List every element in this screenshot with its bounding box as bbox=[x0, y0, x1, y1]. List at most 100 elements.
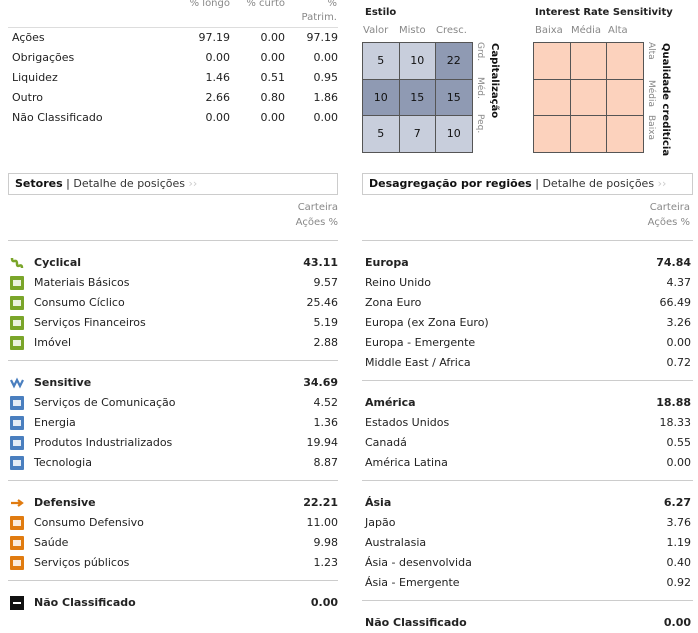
sector-group-row: Cyclical 43.11 bbox=[10, 253, 338, 273]
region-name: Japão bbox=[365, 516, 396, 529]
style-cell: 15 bbox=[435, 78, 473, 116]
region-row: Canadá 0.55 bbox=[365, 433, 691, 453]
regions-col-header-2: Ações % bbox=[647, 217, 690, 228]
region-value: 4.37 bbox=[666, 276, 692, 289]
consumer-cyclical-icon bbox=[10, 296, 24, 310]
region-group-name: Europa bbox=[365, 256, 409, 269]
sector-value: 2.88 bbox=[313, 336, 339, 349]
style-cell: 7 bbox=[398, 115, 436, 153]
region-name: Ásia - desenvolvida bbox=[365, 556, 472, 569]
region-name: Australasia bbox=[365, 536, 427, 549]
row-short: 0.80 bbox=[260, 91, 286, 104]
sector-name: Consumo Cíclico bbox=[34, 296, 125, 309]
region-divider bbox=[362, 480, 693, 481]
region-value: 3.26 bbox=[666, 316, 692, 329]
style-cell: 5 bbox=[362, 42, 400, 80]
style-col-blend: Misto bbox=[399, 25, 426, 36]
sector-value: 4.52 bbox=[313, 396, 339, 409]
sector-row: Tecnologia 8.87 bbox=[10, 453, 338, 473]
region-divider bbox=[362, 600, 693, 601]
region-row: Zona Euro 66.49 bbox=[365, 293, 691, 313]
style-row-small: Peq. bbox=[475, 114, 485, 134]
tab-sectors[interactable]: Setores bbox=[15, 177, 63, 190]
rate-col-high: Alta bbox=[608, 25, 628, 36]
rate-cell bbox=[606, 78, 644, 116]
row-long: 0.00 bbox=[205, 111, 231, 124]
sector-value: 5.19 bbox=[313, 316, 339, 329]
style-cell: 10 bbox=[398, 42, 436, 80]
region-value: 0.72 bbox=[666, 356, 692, 369]
region-row: Europa (ex Zona Euro) 3.26 bbox=[365, 313, 691, 333]
regions-col-header-1: Carteira bbox=[649, 202, 690, 213]
row-short: 0.51 bbox=[260, 71, 286, 84]
table-row: Ações 97.19 0.00 97.19 bbox=[12, 28, 338, 48]
sector-value: 1.36 bbox=[313, 416, 339, 429]
region-group-value: 74.84 bbox=[656, 256, 691, 269]
sector-value: 19.94 bbox=[306, 436, 339, 449]
sector-divider bbox=[8, 480, 338, 481]
sector-row: Consumo Cíclico 25.46 bbox=[10, 293, 338, 313]
row-label: Obrigações bbox=[12, 51, 75, 64]
row-short: 0.00 bbox=[260, 111, 286, 124]
sector-unclassified-value: 0.00 bbox=[310, 596, 338, 609]
region-name: Ásia - Emergente bbox=[365, 576, 460, 589]
region-row: Middle East / Africa 0.72 bbox=[365, 353, 691, 373]
style-row-mid: Méd. bbox=[475, 77, 485, 99]
tab-holdings-detail[interactable]: Detalhe de posições bbox=[73, 177, 185, 190]
style-box-title: Estilo bbox=[365, 7, 397, 18]
table-row: Liquidez 1.46 0.51 0.95 bbox=[12, 68, 338, 88]
sector-value: 1.23 bbox=[313, 556, 339, 569]
sector-row: Consumo Defensivo 11.00 bbox=[10, 513, 338, 533]
rate-side-title: Qualidade creditícia bbox=[660, 43, 671, 157]
tab-regions[interactable]: Desagregação por regiões bbox=[369, 177, 532, 190]
rate-cell bbox=[569, 115, 607, 153]
sector-name: Saúde bbox=[34, 536, 69, 549]
row-net: 0.95 bbox=[313, 71, 339, 84]
region-value: 3.76 bbox=[666, 516, 692, 529]
sector-name: Serviços Financeiros bbox=[34, 316, 146, 329]
sector-unclassified-row: Não Classificado 0.00 bbox=[10, 593, 338, 613]
real-estate-icon bbox=[10, 336, 24, 350]
sector-row: Serviços públicos 1.23 bbox=[10, 553, 338, 573]
sector-name: Materiais Básicos bbox=[34, 276, 130, 289]
healthcare-icon bbox=[10, 536, 24, 550]
sector-row: Serviços Financeiros 5.19 bbox=[10, 313, 338, 333]
region-name: Middle East / Africa bbox=[365, 356, 471, 369]
style-col-growth: Cresc. bbox=[436, 25, 467, 36]
region-unclassified-row: Não Classificado 0.00 bbox=[365, 613, 691, 633]
region-value: 0.00 bbox=[666, 456, 692, 469]
rate-cell bbox=[533, 115, 571, 153]
sector-row: Serviços de Comunicação 4.52 bbox=[10, 393, 338, 413]
region-value: 18.33 bbox=[659, 416, 692, 429]
sector-row: Materiais Básicos 9.57 bbox=[10, 273, 338, 293]
col-header-net-2: Patrim. bbox=[301, 12, 337, 23]
region-group-row: América 18.88 bbox=[365, 393, 691, 413]
row-label: Não Classificado bbox=[12, 111, 103, 124]
style-cell: 10 bbox=[362, 78, 400, 116]
rate-cell bbox=[569, 78, 607, 116]
sector-row: Produtos Industrializados 19.94 bbox=[10, 433, 338, 453]
region-row: Japão 3.76 bbox=[365, 513, 691, 533]
rate-col-low: Baixa bbox=[535, 25, 563, 36]
regions-divider bbox=[362, 240, 693, 241]
sector-name: Consumo Defensivo bbox=[34, 516, 144, 529]
region-value: 0.55 bbox=[666, 436, 692, 449]
energy-icon bbox=[10, 416, 24, 430]
tab-separator: | bbox=[535, 177, 539, 190]
sector-group-value: 34.69 bbox=[303, 376, 338, 389]
tab-holdings-detail[interactable]: Detalhe de posições bbox=[542, 177, 655, 190]
row-long: 97.19 bbox=[198, 31, 231, 44]
chevron-right-icon: ›› bbox=[188, 177, 198, 190]
region-name: Reino Unido bbox=[365, 276, 431, 289]
sector-group-row: Sensitive 34.69 bbox=[10, 373, 338, 393]
region-group-row: Europa 74.84 bbox=[365, 253, 691, 273]
table-row: Não Classificado 0.00 0.00 0.00 bbox=[12, 108, 338, 128]
rate-cell bbox=[569, 42, 607, 80]
row-label: Ações bbox=[12, 31, 45, 44]
sector-group-name: Cyclical bbox=[34, 256, 82, 269]
sector-group-row: Defensive 22.21 bbox=[10, 493, 338, 513]
rate-cell bbox=[533, 78, 571, 116]
row-label: Liquidez bbox=[12, 71, 58, 84]
sectors-col-header-1: Carteira bbox=[297, 202, 338, 213]
sector-value: 25.46 bbox=[306, 296, 339, 309]
